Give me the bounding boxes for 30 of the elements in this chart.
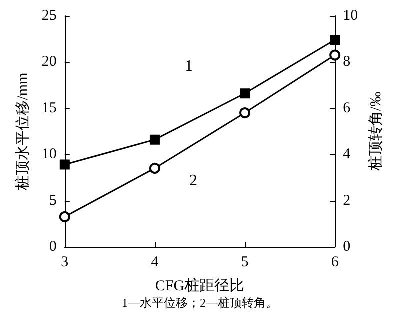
y2-tick-label: 2 [343, 192, 351, 209]
x-tick-label: 3 [61, 254, 69, 270]
x-tick-label: 4 [151, 254, 160, 270]
x-tick-label: 6 [331, 254, 340, 270]
y-tick-label: 5 [49, 192, 57, 209]
y2-tick-label: 0 [343, 239, 351, 255]
point [59, 211, 70, 222]
y2-tick-label: 10 [343, 8, 358, 24]
y-tick-label: 10 [42, 146, 57, 163]
y-tick-label: 25 [42, 8, 57, 24]
point [240, 108, 251, 119]
text: 1—水平位移；2—桩顶转角。 [122, 296, 278, 310]
point [60, 160, 70, 170]
y2-axis-title: 桩顶转角/‰ [368, 92, 384, 172]
y-axis-title: 桩顶水平位移/mm [14, 72, 32, 192]
point [240, 88, 250, 99]
y-tick-label: 20 [42, 54, 57, 70]
y2-tick-label: 6 [343, 100, 352, 116]
series-label: 2 [189, 172, 198, 190]
text: 1 [185, 58, 194, 76]
y2-tick-label: 8 [343, 54, 351, 70]
point [330, 35, 340, 46]
y2-tick-label: 4 [343, 146, 352, 163]
point [149, 162, 160, 174]
y-tick-label: 15 [42, 100, 57, 116]
y-tick-label: 0 [49, 239, 57, 255]
x-axis-title: CFG桩距径比 [155, 278, 245, 294]
x-tick-label: 5 [241, 254, 249, 270]
point [150, 134, 160, 145]
point [330, 50, 341, 61]
